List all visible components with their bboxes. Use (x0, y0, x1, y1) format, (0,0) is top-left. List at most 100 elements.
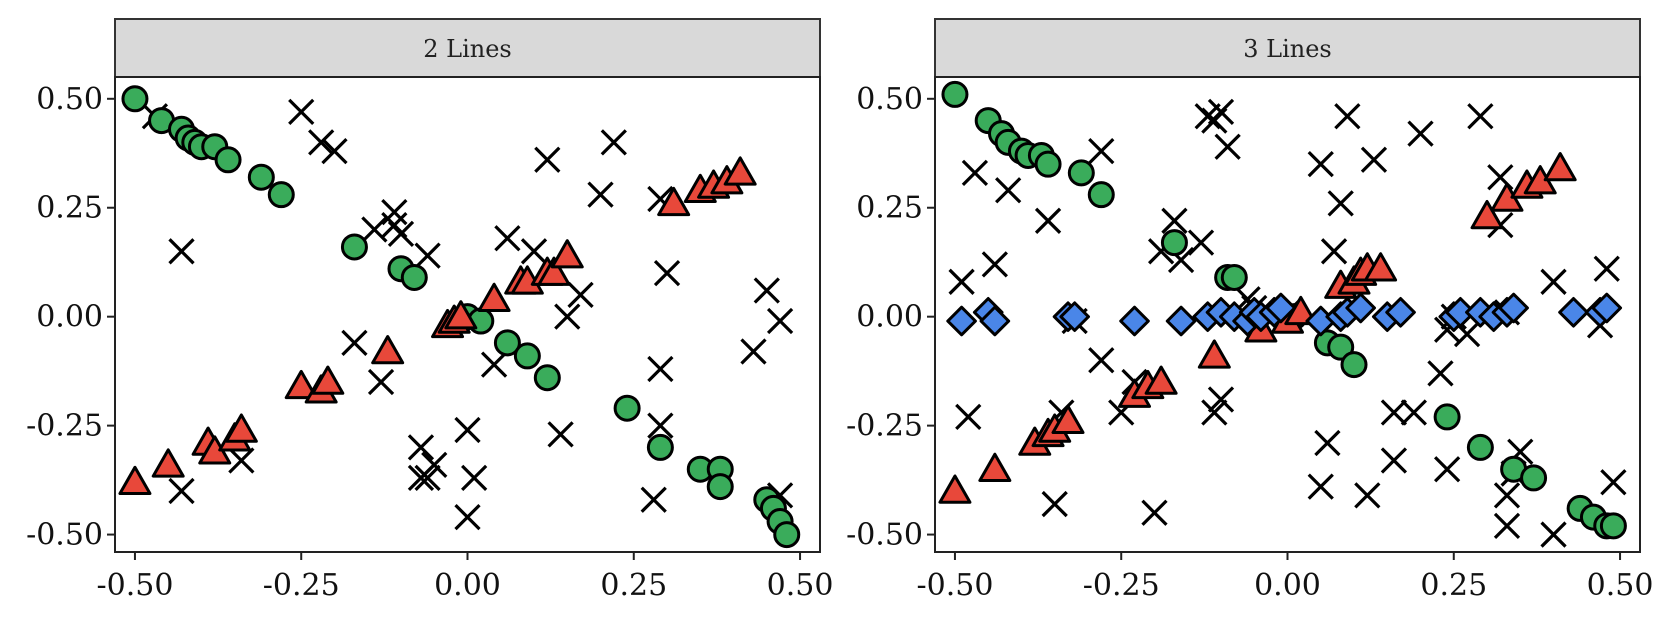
point-x (961, 159, 989, 187)
point-x (647, 355, 674, 383)
point-x (1360, 146, 1388, 173)
point-x (1327, 190, 1354, 217)
series-line-1 (121, 85, 801, 549)
point-x (766, 307, 794, 335)
point-x (554, 303, 581, 330)
point-circle (400, 263, 428, 291)
y-tick-label: -0.50 (846, 518, 923, 553)
point-x (1540, 521, 1567, 548)
point-diamond (1345, 292, 1376, 324)
point-x (955, 403, 982, 431)
x-tick-label: 0.50 (767, 568, 834, 603)
point-circle (121, 85, 149, 113)
data-marks (118, 85, 801, 549)
point-x (414, 242, 441, 269)
point-x (1201, 399, 1228, 426)
point-x (454, 504, 481, 531)
point-circle (1466, 433, 1494, 461)
point-triangle (444, 300, 478, 330)
x-tick-label: 0.25 (600, 568, 667, 603)
point-x (567, 281, 594, 309)
point-circle (1087, 181, 1115, 209)
point-x (494, 225, 521, 252)
point-x (228, 447, 255, 474)
point-circle (214, 146, 242, 174)
y-tick-label: 0.00 (856, 300, 923, 335)
point-triangle (1543, 152, 1577, 182)
y-tick-label: -0.25 (26, 409, 103, 444)
point-x (367, 368, 395, 396)
point-diamond (1059, 301, 1090, 332)
point-triangle (1051, 404, 1085, 435)
point-x (740, 338, 767, 365)
point-circle (1433, 403, 1461, 431)
point-circle (941, 80, 969, 108)
point-x (995, 177, 1022, 204)
point-x (1161, 207, 1188, 234)
y-tick-label: 0.50 (36, 82, 103, 117)
point-circle (706, 473, 734, 501)
y-tick-label: 0.50 (856, 82, 923, 117)
point-x (1400, 399, 1428, 426)
point-x (1467, 103, 1494, 130)
point-circle (1520, 464, 1548, 492)
point-x (981, 251, 1008, 278)
point-x (1207, 98, 1235, 125)
point-circle (1160, 229, 1188, 257)
point-triangle (537, 256, 571, 286)
point-x (341, 329, 368, 356)
series-noise (141, 98, 794, 531)
x-tick-label: 0.25 (1420, 568, 1487, 603)
point-diamond (1591, 292, 1623, 324)
y-tick-label: 0.00 (36, 300, 103, 335)
point-x (414, 464, 441, 492)
point-x (308, 129, 335, 156)
point-x (407, 434, 435, 461)
point-x (1427, 360, 1454, 387)
x-tick-label: -0.25 (263, 568, 340, 603)
point-x (1334, 103, 1361, 130)
point-x (168, 477, 195, 505)
point-x (534, 146, 561, 173)
data-marks (938, 80, 1627, 548)
x-tick-label: -0.50 (916, 568, 993, 603)
x-tick-label: 0.00 (1254, 568, 1321, 603)
x-tick-label: 0.50 (1587, 568, 1654, 603)
point-x (361, 216, 388, 243)
point-triangle (1470, 199, 1504, 230)
point-x (480, 351, 508, 378)
point-x (1380, 399, 1408, 426)
point-x (1493, 482, 1521, 509)
series-line-2 (118, 156, 757, 496)
point-x (1088, 137, 1115, 165)
point-circle (1220, 263, 1248, 291)
point-triangle (224, 413, 258, 443)
point-x (520, 238, 548, 265)
point-triangle (118, 465, 152, 496)
point-x (1354, 482, 1381, 509)
point-x (753, 277, 780, 304)
series-line-2 (938, 152, 1577, 504)
point-circle (533, 364, 561, 392)
point-x (1034, 207, 1062, 234)
x-axis: -0.50 -0.25 0.00 0.25 0.50 (916, 552, 1653, 603)
point-x (454, 416, 481, 444)
point-triangle (550, 239, 584, 269)
y-tick-label: -0.50 (26, 518, 103, 553)
point-x (1320, 238, 1348, 265)
point-circle (1034, 150, 1062, 178)
point-circle (267, 181, 295, 209)
point-x (387, 220, 415, 248)
strip-background (114, 18, 821, 78)
point-x (1207, 386, 1235, 413)
point-diamond (1558, 297, 1589, 328)
x-tick-label: -0.50 (96, 568, 173, 603)
point-x (1307, 473, 1334, 500)
point-circle (1327, 333, 1355, 361)
strip-background (934, 18, 1641, 78)
point-x (1407, 120, 1434, 147)
point-diamond (946, 305, 977, 337)
point-x (1380, 447, 1408, 474)
point-triangle (311, 365, 345, 395)
